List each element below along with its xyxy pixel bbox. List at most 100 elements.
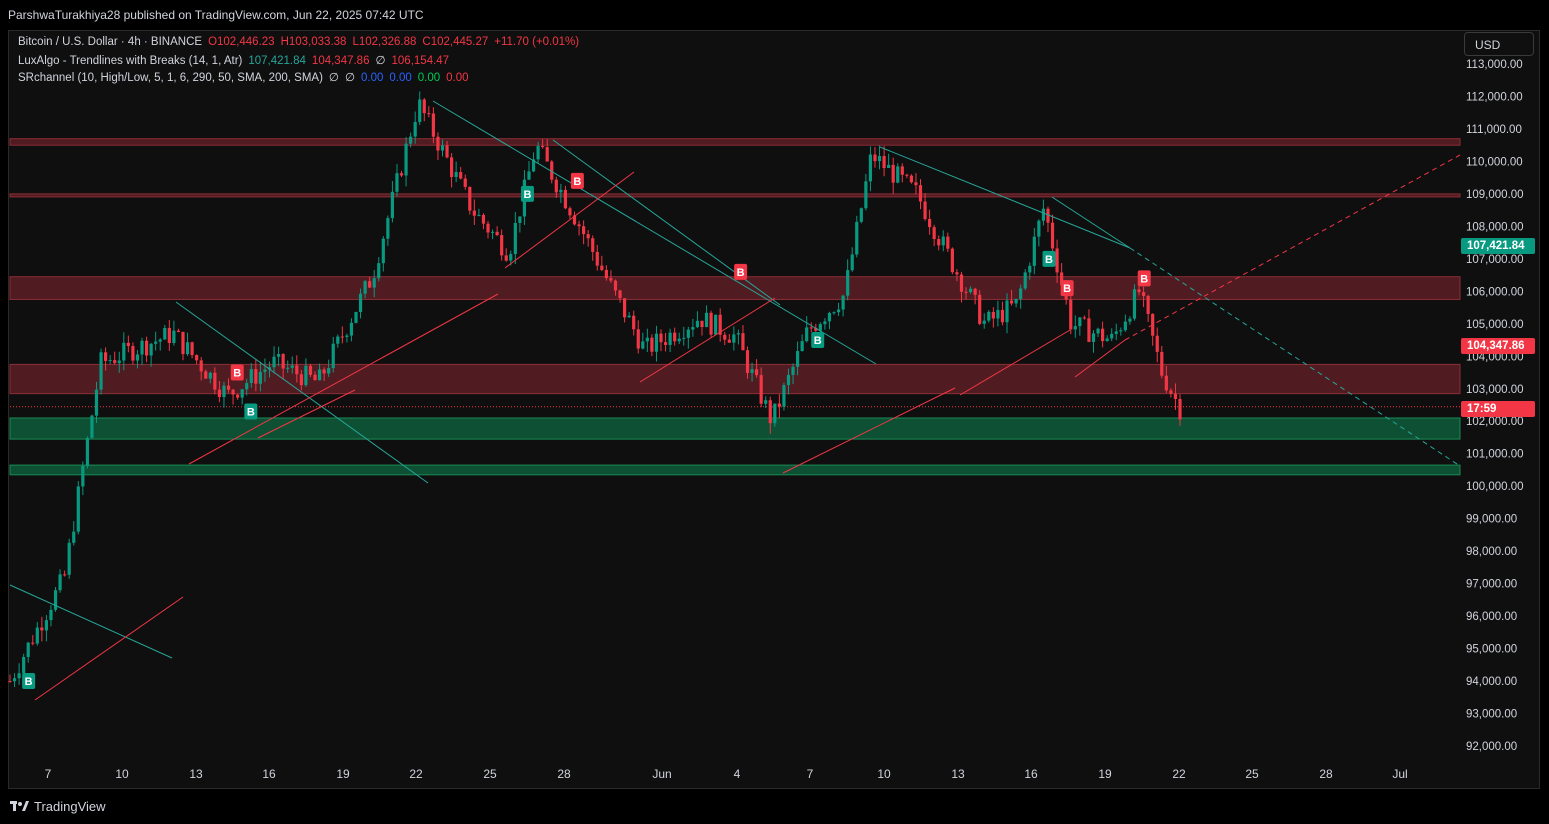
candle-body <box>632 315 636 330</box>
currency-button[interactable]: USD <box>1464 32 1534 56</box>
symbol-label[interactable]: Bitcoin / U.S. Dollar · 4h · BINANCE <box>18 36 203 48</box>
candle-body <box>718 314 722 335</box>
candle-body <box>217 389 222 398</box>
low-value: L102,326.88 <box>352 36 417 48</box>
candle-body <box>636 329 640 349</box>
candle-body <box>372 278 376 288</box>
candle-body <box>1091 333 1096 342</box>
candle-body <box>94 389 99 416</box>
x-tick-label: 22 <box>409 767 423 781</box>
candle-body <box>604 269 608 279</box>
candle-body <box>1032 236 1036 266</box>
candle-body <box>231 389 235 395</box>
trendline <box>782 387 956 474</box>
y-tick-label: 111,000.00 <box>1466 124 1522 136</box>
candle-body <box>695 320 700 328</box>
y-tick-label: 96,000.00 <box>1466 611 1517 623</box>
candle-body <box>72 531 76 543</box>
candle-body <box>390 191 395 219</box>
candle-body <box>541 145 545 148</box>
change-value: +11.70 (+0.01%) <box>494 36 580 48</box>
candle-body <box>404 143 408 176</box>
candle-body <box>399 173 404 176</box>
candle-body <box>1160 351 1164 376</box>
x-tick-label: 28 <box>557 767 571 781</box>
tradingview-logo-icon <box>10 800 29 811</box>
candle-body <box>190 342 194 356</box>
tradingview-brand[interactable]: TradingView <box>10 799 106 814</box>
candle-body <box>818 324 822 331</box>
candle-body <box>17 673 21 679</box>
candle-body <box>850 254 854 271</box>
indicator2-value-0: ∅ <box>328 72 339 84</box>
signal-label-up <box>22 673 36 690</box>
candle-body <box>677 338 681 342</box>
candle-body <box>1023 272 1027 289</box>
candle-body <box>199 360 203 372</box>
trendline <box>9 584 173 659</box>
y-tick-label: 105,000.00 <box>1466 319 1524 331</box>
candle-body <box>764 400 768 404</box>
candle-body <box>427 113 431 115</box>
candle-body <box>254 369 258 384</box>
candle-body <box>554 179 558 193</box>
candle-body <box>431 113 435 137</box>
signal-label-up <box>811 332 825 349</box>
signal-label-text: B <box>814 335 822 347</box>
signal-label-text: B <box>25 676 33 688</box>
candle-body <box>650 337 654 352</box>
candle-body <box>1128 318 1132 322</box>
candle-body <box>1119 330 1123 332</box>
candle-body <box>85 437 89 466</box>
y-tick-label: 98,000.00 <box>1466 546 1517 558</box>
candle-body <box>536 145 540 160</box>
candle-body <box>868 154 873 182</box>
indicator1-value-2: ∅ <box>375 55 386 67</box>
candle-body <box>299 374 303 386</box>
x-tick-label: 28 <box>1319 767 1333 781</box>
x-tick-label: Jun <box>652 767 671 781</box>
candle-body <box>1060 272 1064 286</box>
candle-body <box>104 352 108 361</box>
candle-body <box>704 312 709 328</box>
candle-body <box>882 156 886 168</box>
x-tick-label: 7 <box>45 767 52 781</box>
candle-body <box>1000 309 1005 323</box>
candle-body <box>846 270 850 296</box>
candle-body <box>559 189 563 193</box>
candle-body <box>31 642 35 644</box>
candle-body <box>768 400 772 424</box>
candle-body <box>755 369 759 376</box>
y-tick-label: 92,000.00 <box>1466 741 1517 753</box>
candle-body <box>827 312 832 322</box>
candle-body <box>914 182 918 186</box>
candle-body <box>923 201 927 220</box>
candle-body <box>208 372 212 379</box>
candle-body <box>759 375 763 404</box>
candle-body <box>163 327 167 340</box>
candle-body <box>682 337 686 339</box>
candle-body <box>700 320 704 328</box>
y-tick-label: 106,000.00 <box>1466 286 1524 298</box>
candle-body <box>381 238 385 264</box>
trendline <box>1051 196 1131 249</box>
candle-body <box>413 121 417 137</box>
candle-body <box>777 403 781 407</box>
candle-body <box>750 369 754 373</box>
candle-body <box>40 627 44 631</box>
y-tick-label: 112,000.00 <box>1466 91 1523 103</box>
candle-body <box>349 322 354 336</box>
candle-body <box>714 314 718 335</box>
candle-body <box>864 181 868 209</box>
candle-body <box>723 334 727 340</box>
candle-body <box>445 145 449 158</box>
indicator1-name[interactable]: LuxAlgo - Trendlines with Breaks (14, 1,… <box>18 55 243 67</box>
signal-label-down <box>1137 270 1151 287</box>
candle-body <box>8 681 12 683</box>
candle-body <box>955 272 959 275</box>
candle-body <box>463 178 467 187</box>
trendline <box>1074 339 1126 378</box>
indicator2-name[interactable]: SRchannel (10, High/Low, 5, 1, 6, 290, 5… <box>18 72 323 84</box>
x-tick-label: 19 <box>336 767 350 781</box>
